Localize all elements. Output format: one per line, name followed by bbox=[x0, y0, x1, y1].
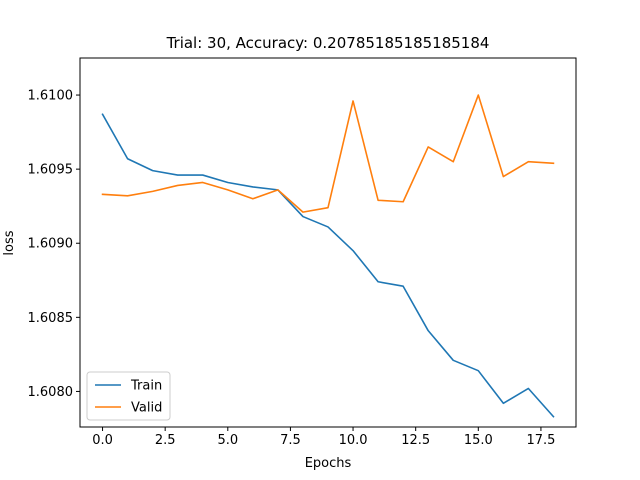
x-tick-label: 5.0 bbox=[217, 433, 238, 448]
x-tick-label: 10.0 bbox=[339, 433, 368, 448]
y-tick-label: 1.6085 bbox=[28, 311, 74, 326]
x-tick-label: 2.5 bbox=[155, 433, 176, 448]
x-tick-label: 7.5 bbox=[280, 433, 301, 448]
y-tick-label: 1.6100 bbox=[28, 89, 74, 104]
legend: Train Valid bbox=[86, 371, 171, 421]
y-axis-label: loss bbox=[2, 230, 17, 255]
series-line-train bbox=[101, 113, 555, 418]
legend-label-train: Train bbox=[130, 379, 162, 394]
x-tick-label: 17.5 bbox=[526, 433, 555, 448]
x-axis-label: Epochs bbox=[305, 456, 352, 471]
x-axis: 0.0 2.5 5.0 7.5 10.0 12.5 15.0 17.5 bbox=[92, 427, 555, 448]
x-tick-label: 15.0 bbox=[464, 433, 493, 448]
chart-title: Trial: 30, Accuracy: 0.20785185185185184 bbox=[166, 34, 490, 52]
y-tick-label: 1.6090 bbox=[28, 237, 74, 252]
series-line-valid bbox=[101, 94, 555, 213]
series-layer bbox=[101, 94, 555, 418]
y-tick-label: 1.6095 bbox=[28, 163, 74, 178]
y-tick-label: 1.6080 bbox=[28, 385, 74, 400]
x-tick-label: 0.0 bbox=[92, 433, 113, 448]
x-tick-label: 12.5 bbox=[401, 433, 430, 448]
plot-frame bbox=[79, 57, 577, 428]
legend-box bbox=[86, 371, 171, 421]
y-axis: 1.6080 1.6085 1.6090 1.6095 1.6100 bbox=[28, 89, 80, 400]
legend-label-valid: Valid bbox=[131, 401, 162, 416]
